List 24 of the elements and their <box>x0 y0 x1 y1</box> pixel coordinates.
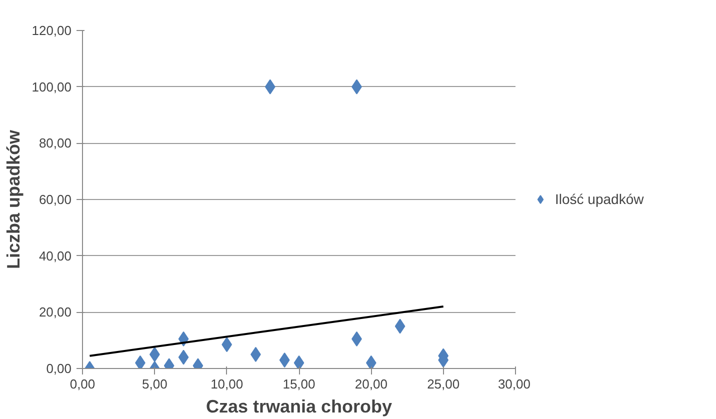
point <box>279 352 290 368</box>
y-tick-label: 120,00 <box>32 23 72 38</box>
x-tick-label: 5,00 <box>142 376 168 392</box>
y-tick-label: 40,00 <box>38 248 72 264</box>
x-tick-label: 15,00 <box>282 376 316 392</box>
legend-label: Ilość upadków <box>555 191 644 207</box>
y-tick-label: 80,00 <box>38 136 72 151</box>
point <box>178 350 189 365</box>
point <box>264 79 276 94</box>
x-tick-label: 25,00 <box>427 376 460 392</box>
y-axis-title: Liczba upadków <box>4 128 24 270</box>
x-tick-label: 10,00 <box>210 376 244 392</box>
x-axis-title: Czas trwania choroby <box>206 396 392 416</box>
x-tick-label: 20,00 <box>354 376 388 392</box>
y-tick-label: 20,00 <box>38 304 72 320</box>
point <box>366 355 376 368</box>
point <box>394 318 406 334</box>
x-tick-label: 30,00 <box>498 376 531 392</box>
x-tick-label: 0,00 <box>70 376 96 392</box>
point <box>135 355 146 368</box>
point <box>294 355 304 368</box>
y-tick-label: 100,00 <box>32 79 72 94</box>
y-tick-label: 0,00 <box>46 361 72 376</box>
y-tick-label: 60,00 <box>38 192 72 207</box>
